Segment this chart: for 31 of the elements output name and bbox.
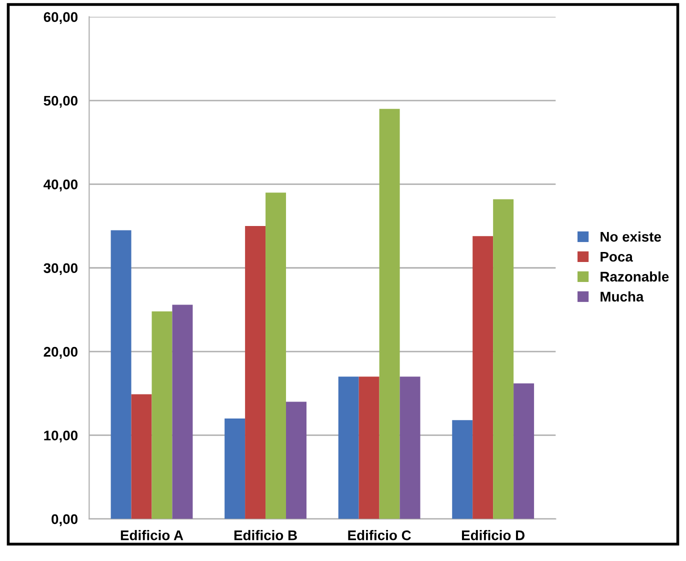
- bar: [286, 402, 306, 519]
- x-tick-label: Edificio D: [462, 530, 525, 540]
- bar: [472, 236, 494, 519]
- legend-label: Poca: [600, 252, 633, 262]
- y-tick-label: 60,00: [44, 12, 78, 24]
- y-tick-label: 30,00: [44, 263, 78, 276]
- bar: [224, 418, 246, 519]
- bar: [172, 304, 193, 519]
- x-tick-label: Edificio B: [234, 530, 297, 540]
- y-tick-label: 40,00: [44, 180, 78, 192]
- bar: [493, 199, 514, 519]
- legend-label: No existe: [600, 231, 661, 242]
- bar: [514, 383, 534, 519]
- bar: [379, 108, 400, 519]
- bar: [245, 226, 266, 519]
- y-tick-label: 50,00: [44, 96, 78, 108]
- bar: [110, 230, 132, 519]
- y-tick-label: 20,00: [44, 346, 78, 359]
- legend-label: Mucha: [600, 291, 644, 302]
- legend-label: Razonable: [600, 271, 669, 282]
- bar: [131, 394, 152, 519]
- bar: [358, 376, 380, 519]
- bar: [400, 376, 420, 519]
- x-tick-label: Edificio A: [120, 530, 184, 540]
- y-tick-label: 0,00: [52, 514, 78, 526]
- x-tick-label: Edificio C: [348, 530, 411, 540]
- y-tick-label: 10,00: [44, 430, 78, 442]
- bar: [152, 311, 172, 519]
- bar: [338, 376, 359, 519]
- bar: [452, 420, 473, 519]
- bar: [266, 192, 286, 519]
